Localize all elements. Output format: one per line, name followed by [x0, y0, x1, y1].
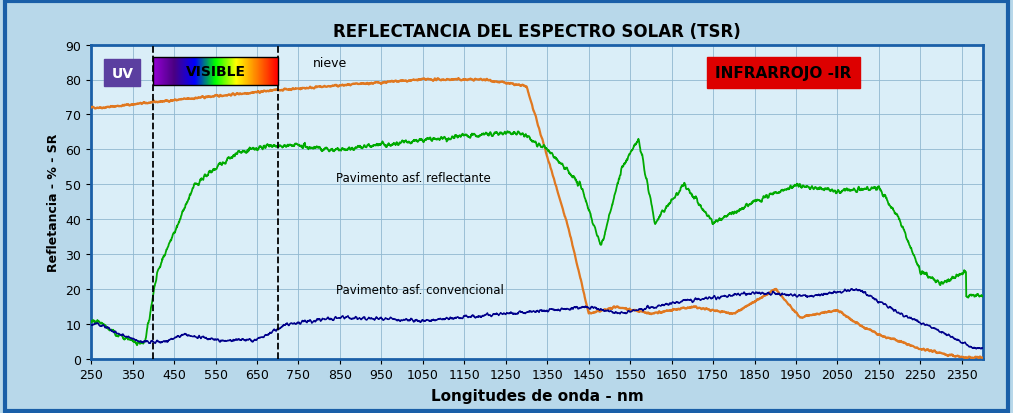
- Text: UV: UV: [111, 66, 134, 80]
- Y-axis label: Refletancia - % - SR: Refletancia - % - SR: [47, 133, 60, 271]
- Text: VISIBLE: VISIBLE: [185, 64, 245, 78]
- X-axis label: Longitudes de onda - nm: Longitudes de onda - nm: [431, 388, 643, 403]
- Bar: [153, 58, 278, 85]
- Text: nieve: nieve: [313, 57, 347, 69]
- Text: Pavimento asf. convencional: Pavimento asf. convencional: [335, 283, 503, 296]
- Text: INFRARROJO -IR: INFRARROJO -IR: [715, 66, 852, 81]
- Text: Pavimento asf. reflectante: Pavimento asf. reflectante: [335, 171, 490, 185]
- Title: REFLECTANCIA DEL ESPECTRO SOLAR (TSR): REFLECTANCIA DEL ESPECTRO SOLAR (TSR): [333, 23, 741, 41]
